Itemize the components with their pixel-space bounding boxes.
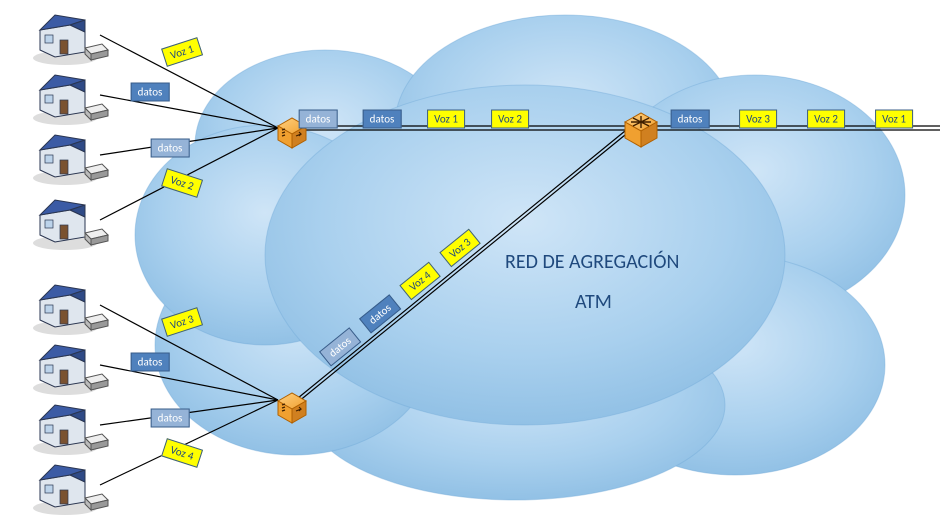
title-line2: ATM: [575, 290, 612, 314]
packet-label: datos: [151, 139, 190, 158]
packet-label: datos: [299, 110, 338, 129]
house-icon: [33, 75, 108, 125]
title-line1: RED DE AGREGACIÓN: [505, 250, 679, 274]
house-icon: [33, 285, 108, 335]
packet-label: Voz 2: [807, 110, 845, 129]
house-icon: [33, 200, 108, 250]
houses: [33, 15, 108, 515]
packet-label: datos: [151, 409, 190, 428]
house-icon: [33, 465, 108, 515]
house-icon: [33, 345, 108, 395]
packet-label: datos: [363, 110, 402, 129]
packet-label: Voz 1: [875, 110, 913, 129]
packet-label: Voz 1: [427, 110, 465, 129]
house-icon: [33, 15, 108, 65]
diagram-canvas: [0, 0, 946, 524]
packet-label: Voz 3: [739, 110, 777, 129]
packet-label: Voz 2: [491, 110, 529, 129]
house-icon: [33, 405, 108, 455]
packet-label: datos: [131, 83, 170, 102]
packet-label: datos: [671, 110, 710, 129]
packet-label: datos: [131, 353, 170, 372]
house-icon: [33, 135, 108, 185]
